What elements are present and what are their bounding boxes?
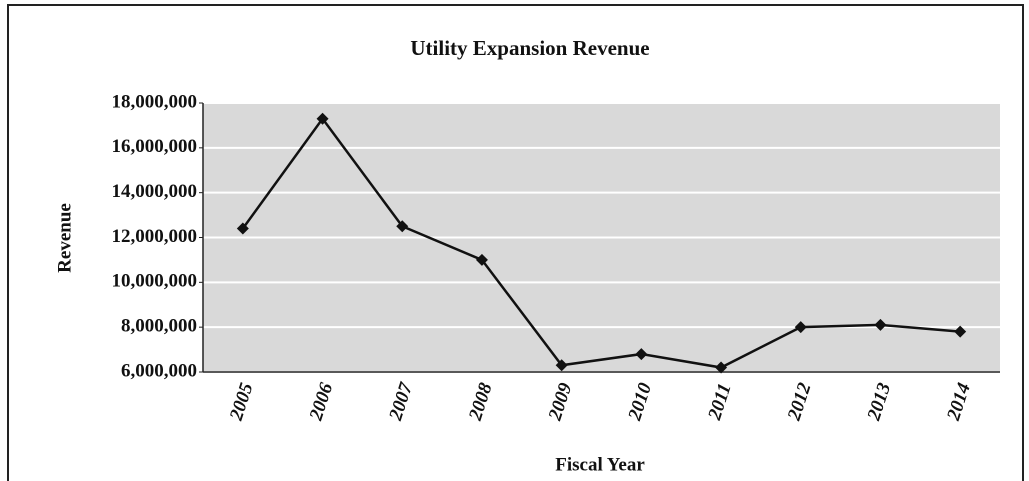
x-tick-label: 2007 xyxy=(385,379,417,424)
y-tick-label: 6,000,000 xyxy=(121,360,197,381)
marker xyxy=(396,220,409,233)
x-tick-label: 2008 xyxy=(465,380,497,424)
y-axis-label: Revenue xyxy=(54,203,75,273)
marker xyxy=(715,361,728,374)
x-tick-label: 2005 xyxy=(226,380,258,424)
marker xyxy=(794,321,807,334)
x-tick-label: 2010 xyxy=(624,380,656,424)
line xyxy=(241,116,961,369)
chart-border xyxy=(7,4,1024,481)
x-tick-label: 2011 xyxy=(704,381,736,424)
y-tick-label: 16,000,000 xyxy=(112,136,198,157)
marker xyxy=(954,325,967,338)
marker xyxy=(555,359,568,372)
x-axis-label: Fiscal Year xyxy=(555,454,645,475)
y-tick-label: 12,000,000 xyxy=(112,226,198,247)
marker xyxy=(236,222,249,235)
x-tick-label: 2012 xyxy=(783,380,815,424)
marker xyxy=(475,253,488,266)
y-tick-label: 18,000,000 xyxy=(112,91,198,112)
chart-title: Utility Expansion Revenue xyxy=(410,36,649,60)
marker xyxy=(316,112,329,125)
y-tick-label: 8,000,000 xyxy=(121,316,197,337)
marker xyxy=(635,348,648,361)
y-tick-label: 10,000,000 xyxy=(112,271,198,292)
x-tick-label: 2013 xyxy=(863,380,895,424)
y-tick-label: 14,000,000 xyxy=(112,181,198,202)
marker xyxy=(874,318,887,331)
x-tick-label: 2009 xyxy=(544,380,576,424)
x-tick-label: 2014 xyxy=(943,380,975,424)
x-tick-label: 2006 xyxy=(305,380,337,424)
